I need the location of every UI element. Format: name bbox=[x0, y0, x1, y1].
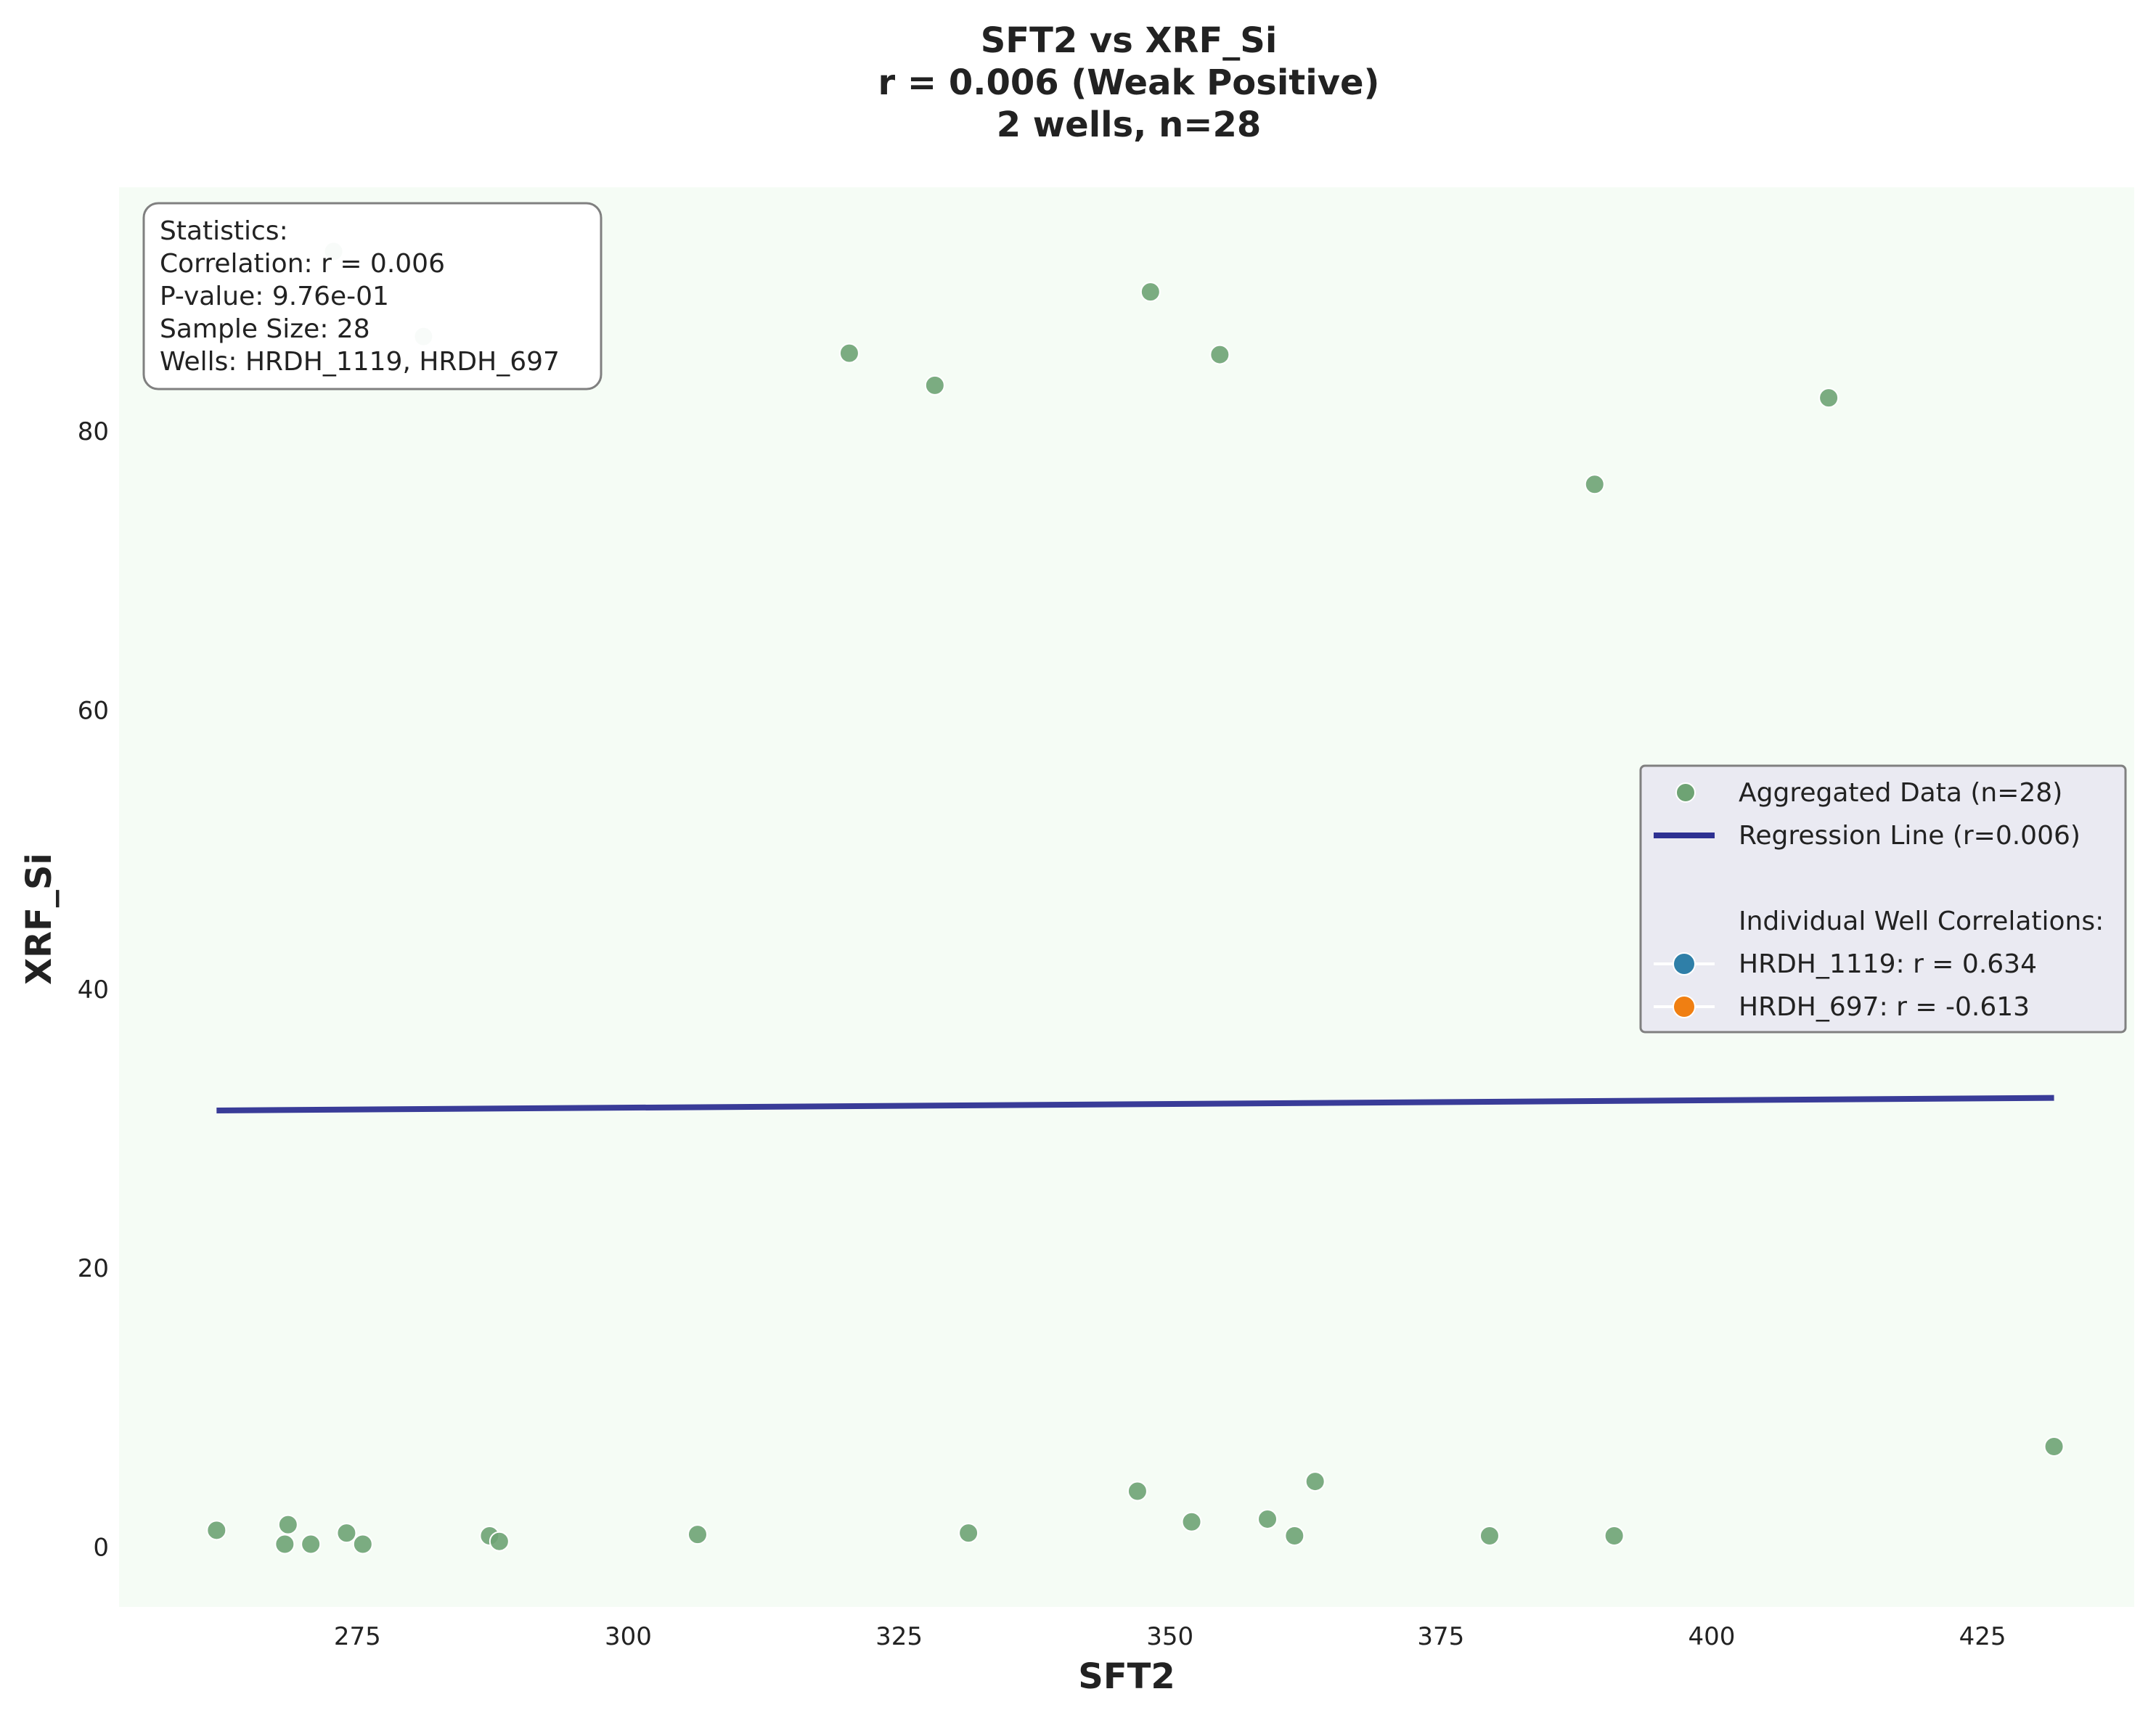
data-point bbox=[336, 1523, 357, 1544]
data-point bbox=[2043, 1436, 2065, 1457]
data-points bbox=[206, 241, 2065, 1555]
legend-well-1-marker bbox=[1673, 952, 1696, 975]
data-point bbox=[958, 1523, 979, 1544]
data-point bbox=[924, 375, 945, 396]
x-tick-label: 350 bbox=[1146, 1622, 1193, 1651]
y-tick-label: 80 bbox=[78, 417, 109, 446]
x-tick-label: 425 bbox=[1959, 1622, 2006, 1651]
y-tick-label: 0 bbox=[93, 1533, 109, 1562]
regression-line bbox=[216, 1095, 2054, 1113]
x-tick-label: 275 bbox=[334, 1622, 381, 1651]
data-point bbox=[1479, 1526, 1500, 1547]
x-tick-label: 375 bbox=[1417, 1622, 1464, 1651]
data-point bbox=[1181, 1511, 1202, 1532]
data-point bbox=[206, 1520, 227, 1541]
data-point bbox=[277, 1514, 298, 1535]
data-point bbox=[1584, 474, 1605, 495]
x-axis-label: SFT2 bbox=[1078, 1656, 1175, 1697]
legend-points-marker bbox=[1675, 782, 1696, 803]
x-axis-ticks: 275 300 325 350 375 400 425 bbox=[334, 1622, 2006, 1651]
title-line-3: 2 wells, n=28 bbox=[997, 105, 1262, 145]
data-point bbox=[1140, 282, 1161, 303]
statistics-line: Sample Size: 28 bbox=[160, 314, 370, 344]
data-point bbox=[1284, 1526, 1305, 1547]
data-point bbox=[1604, 1526, 1625, 1547]
title-line-2: r = 0.006 (Weak Positive) bbox=[878, 62, 1380, 103]
data-point bbox=[838, 343, 859, 364]
title-line-1: SFT2 vs XRF_Si bbox=[981, 20, 1278, 61]
x-tick-label: 400 bbox=[1688, 1622, 1735, 1651]
statistics-line: Correlation: r = 0.006 bbox=[160, 249, 445, 279]
legend-wells-header: Individual Well Correlations: bbox=[1739, 907, 2104, 936]
x-tick-label: 325 bbox=[875, 1622, 923, 1651]
y-tick-label: 60 bbox=[78, 697, 109, 726]
x-tick-label: 300 bbox=[605, 1622, 652, 1651]
y-tick-label: 40 bbox=[78, 975, 109, 1005]
legend-frame bbox=[1639, 764, 2127, 1034]
data-point bbox=[1818, 388, 1839, 409]
statistics-box-frame bbox=[142, 202, 603, 390]
legend-well-2-marker bbox=[1673, 995, 1696, 1018]
statistics-line: Statistics: bbox=[160, 216, 288, 246]
data-point bbox=[1304, 1471, 1326, 1492]
data-point bbox=[687, 1524, 708, 1545]
data-point bbox=[1127, 1481, 1148, 1502]
data-point bbox=[489, 1531, 510, 1552]
statistics-box: Statistics:Correlation: r = 0.006 P-value… bbox=[142, 202, 603, 390]
statistics-line: P-value: 9.76e-01 bbox=[160, 282, 389, 311]
data-point bbox=[274, 1534, 295, 1555]
legend-well-1-label: HRDH_1119: r = 0.634 bbox=[1739, 949, 2037, 979]
y-axis-ticks: 0 20 40 60 80 bbox=[78, 417, 109, 1562]
legend-regression-label: Regression Line (r=0.006) bbox=[1739, 821, 2081, 851]
legend: Aggregated Data (n=28) Regression Line (… bbox=[1639, 764, 2127, 1034]
chart-title: SFT2 vs XRF_Si r = 0.006 (Weak Positive)… bbox=[878, 20, 1380, 145]
legend-points-label: Aggregated Data (n=28) bbox=[1739, 778, 2062, 808]
data-point bbox=[1257, 1508, 1278, 1529]
statistics-line: Wells: HRDH_1119, HRDH_697 bbox=[160, 347, 560, 377]
y-axis-label: XRF_Si bbox=[19, 853, 60, 985]
data-point bbox=[352, 1534, 373, 1555]
data-point bbox=[1209, 344, 1230, 365]
legend-well-2-label: HRDH_697: r = -0.613 bbox=[1739, 992, 2030, 1022]
data-point bbox=[301, 1534, 322, 1555]
y-tick-label: 20 bbox=[78, 1254, 109, 1283]
